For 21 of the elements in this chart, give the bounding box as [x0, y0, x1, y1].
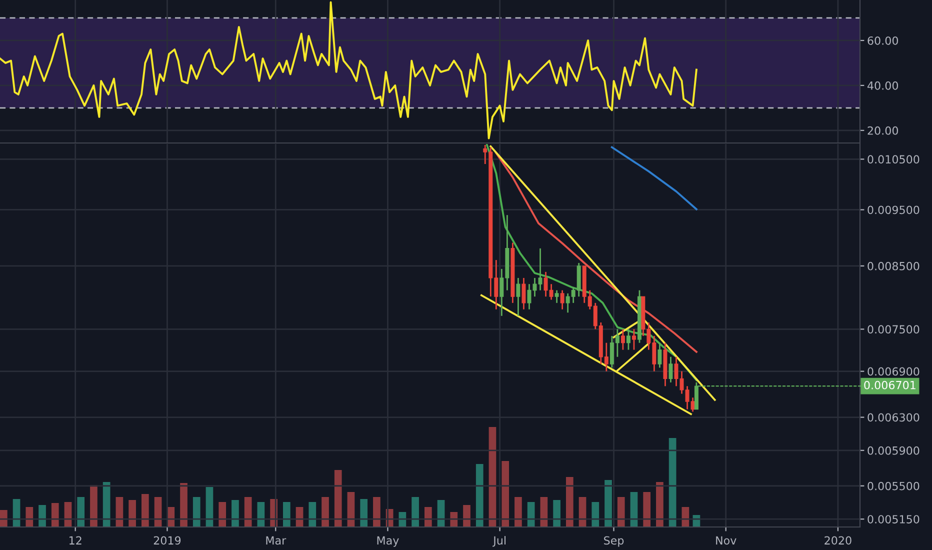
y-tick-label: 0.007500	[868, 325, 920, 334]
y-tick-label: 0.006900	[868, 367, 920, 376]
y-tick-label: 0.005900	[868, 446, 920, 455]
x-tick-label: May	[377, 536, 399, 547]
x-tick-label: Jul	[492, 536, 506, 547]
y-tick-label: 20.00	[868, 126, 898, 135]
y-tick-label: 0.006300	[868, 413, 920, 422]
x-tick-label: 2019	[154, 536, 181, 545]
y-tick-label: 0.005500	[868, 482, 920, 490]
y-tick-label: 0.005150	[868, 515, 920, 524]
x-tick-label: Sep	[604, 536, 624, 547]
annotation: 0.006701	[864, 380, 916, 390]
x-tick-label: Mar	[266, 536, 286, 545]
y-tick-label: 0.010500	[868, 155, 920, 164]
y-tick-label: 0.009500	[868, 206, 920, 214]
x-tick-label: Nov	[716, 536, 736, 545]
y-tick-label: 0.008500	[868, 262, 920, 270]
y-tick-label: 60.00	[868, 36, 898, 45]
x-tick-label: 2020	[824, 536, 852, 545]
y-tick-label: 40.00	[867, 81, 898, 90]
x-tick-label: 12	[69, 536, 82, 544]
